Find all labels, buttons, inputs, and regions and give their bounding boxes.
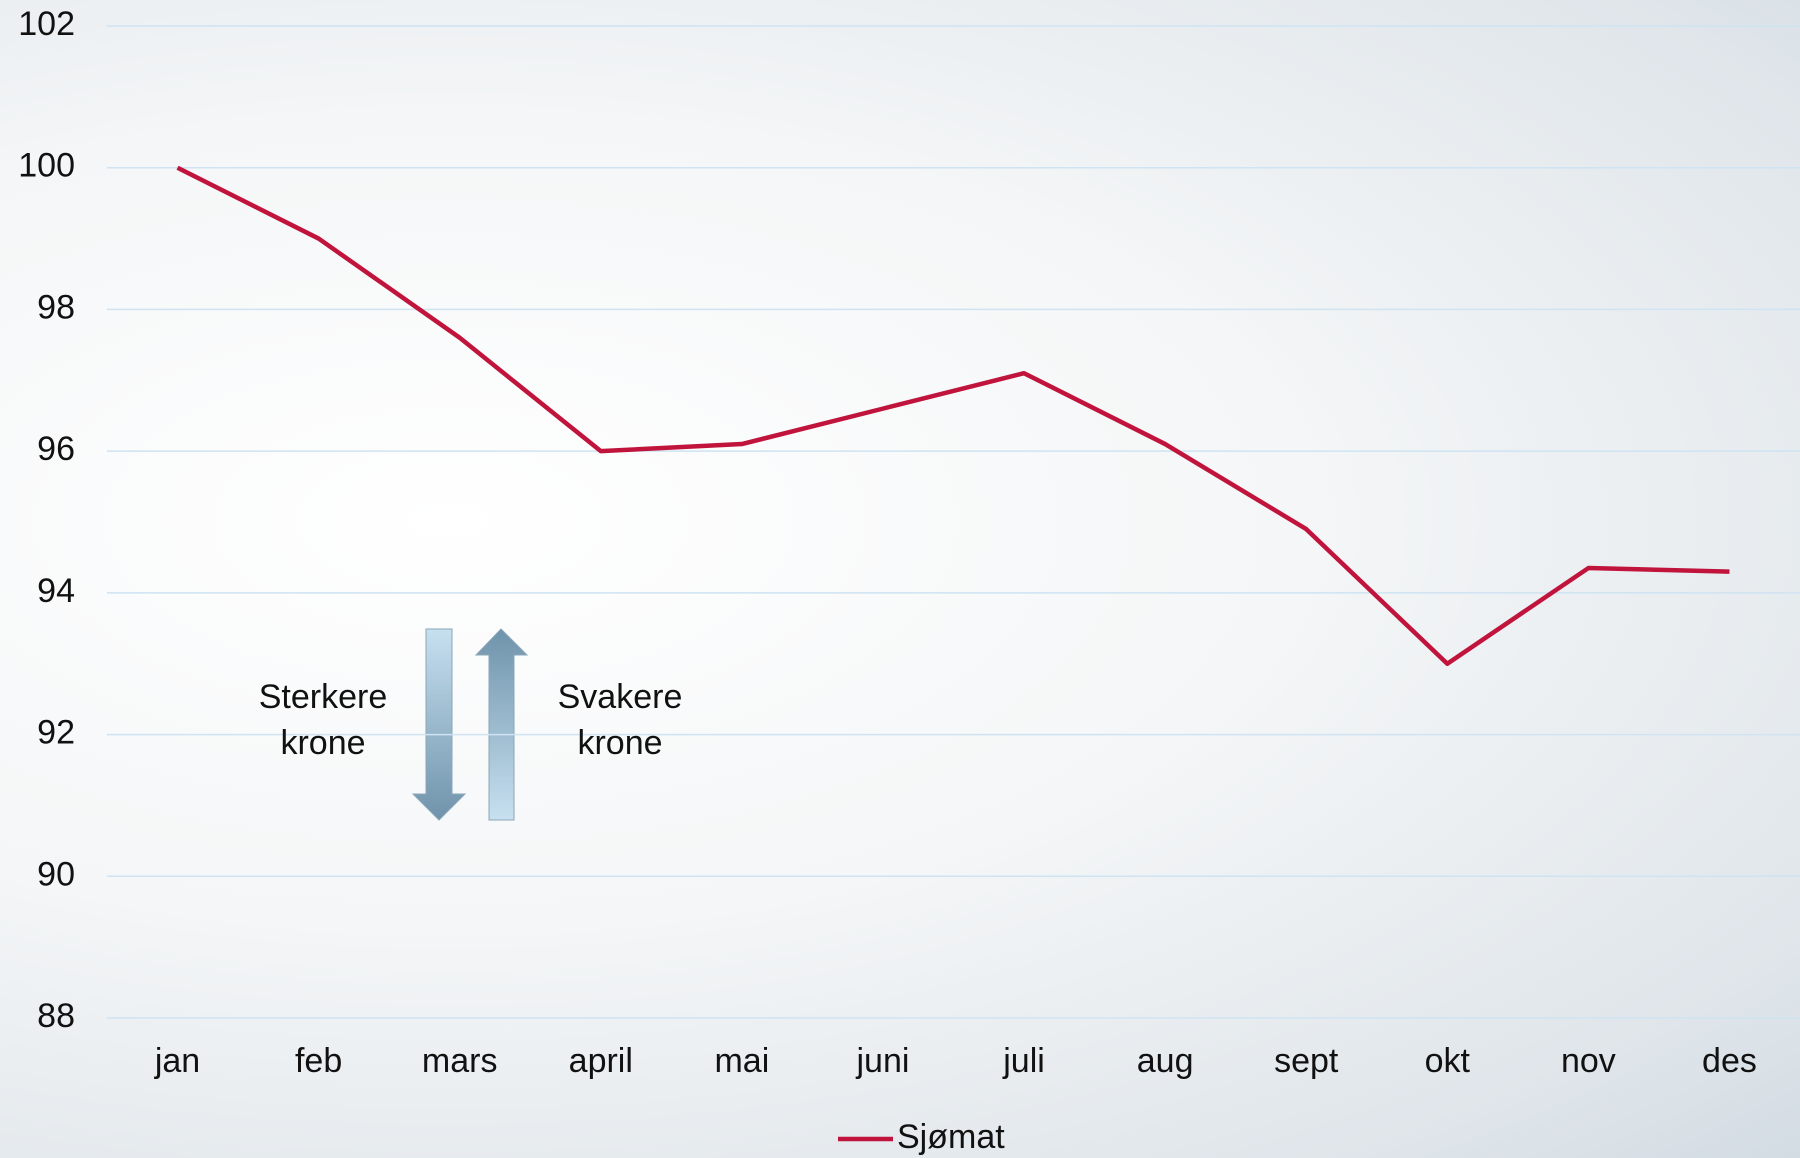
arrow-down (411, 628, 467, 821)
x-tick-label: juli (1002, 1042, 1045, 1080)
annotation: Sterkere krone (258, 678, 388, 762)
y-tick-label: 100 (18, 147, 75, 185)
x-tick-label: nov (1561, 1042, 1616, 1080)
x-tick-label: april (569, 1042, 633, 1080)
y-tick-label: 96 (37, 430, 75, 468)
y-tick-label: 92 (37, 714, 75, 752)
series-line (176, 165, 1730, 666)
y-tick-label: 88 (37, 997, 75, 1035)
arrow-up (474, 628, 529, 821)
x-tick-label: jan (154, 1042, 200, 1080)
y-tick-label: 102 (18, 5, 75, 43)
x-tick-label: sept (1274, 1042, 1339, 1080)
x-tick-label: feb (295, 1042, 342, 1080)
x-tick-label: mai (714, 1042, 769, 1080)
legend-label: Sjømat (897, 1118, 1005, 1156)
annotation: Svakere krone (557, 678, 683, 762)
x-tick-label: des (1702, 1042, 1757, 1080)
y-tick-label: 98 (37, 288, 75, 326)
y-tick-label: 90 (37, 855, 75, 893)
y-tick-label: 94 (37, 572, 75, 610)
x-tick-label: mars (422, 1042, 498, 1080)
x-tick-label: juni (855, 1042, 909, 1080)
x-tick-label: okt (1425, 1042, 1471, 1080)
x-tick-label: aug (1137, 1042, 1194, 1080)
